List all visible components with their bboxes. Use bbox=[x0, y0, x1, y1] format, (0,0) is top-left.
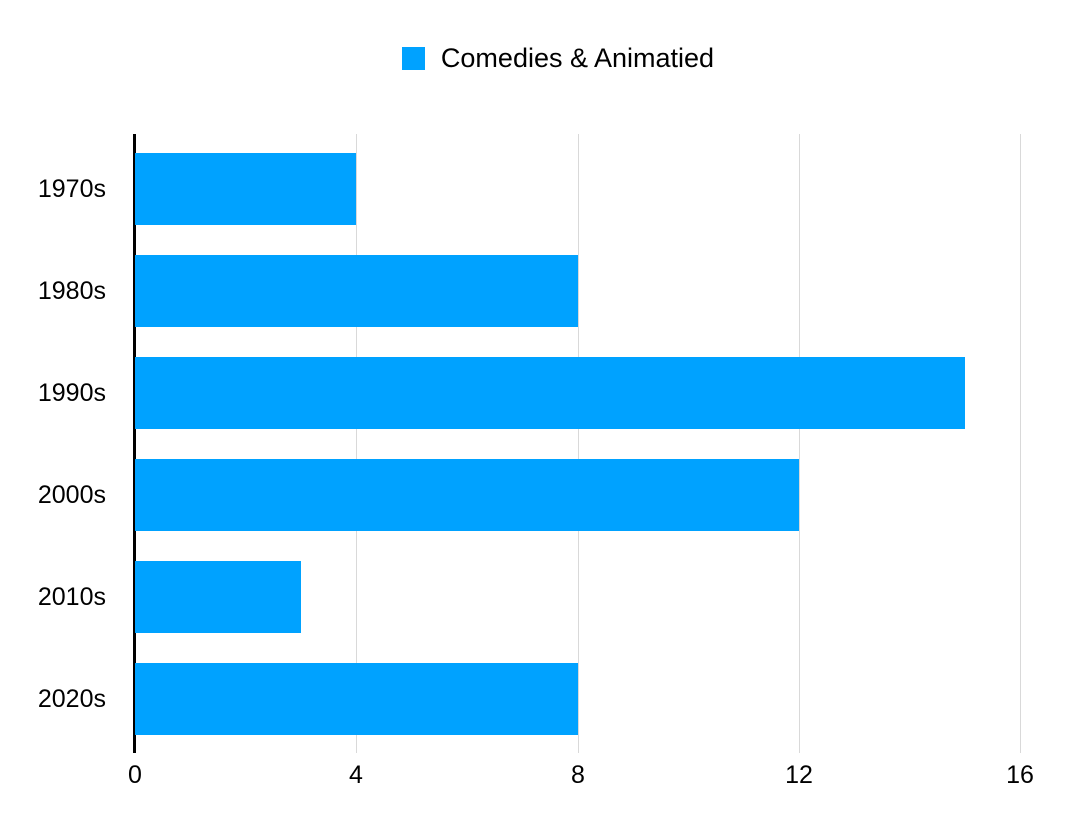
bar-1990s bbox=[135, 357, 965, 429]
x-tick-label-4: 4 bbox=[349, 761, 363, 789]
legend-label: Comedies & Animatied bbox=[440, 43, 715, 73]
gridline-x-4 bbox=[356, 134, 357, 753]
legend-swatch-icon bbox=[401, 47, 425, 71]
legend: Comedies & Animatied bbox=[0, 43, 1086, 74]
x-tick-label-16: 16 bbox=[1006, 761, 1034, 789]
y-tick-label-1990s: 1990s bbox=[37, 379, 106, 407]
x-tick-label-8: 8 bbox=[571, 761, 585, 789]
y-tick-label-1970s: 1970s bbox=[37, 175, 106, 203]
bar-2010s bbox=[135, 561, 301, 633]
gridline-x-12 bbox=[799, 134, 800, 753]
y-tick-label-2010s: 2010s bbox=[37, 583, 106, 611]
bar-1970s bbox=[135, 153, 356, 225]
x-tick-label-0: 0 bbox=[128, 761, 142, 789]
bar-1980s bbox=[135, 255, 578, 327]
x-tick-label-12: 12 bbox=[785, 761, 813, 789]
gridline-x-16 bbox=[1020, 134, 1021, 753]
gridline-x-8 bbox=[578, 134, 579, 753]
y-axis-line bbox=[133, 134, 136, 753]
y-tick-label-1980s: 1980s bbox=[37, 277, 106, 305]
bar-2020s bbox=[135, 663, 578, 735]
y-tick-label-2020s: 2020s bbox=[37, 685, 106, 713]
y-tick-label-2000s: 2000s bbox=[37, 481, 106, 509]
bar-2000s bbox=[135, 459, 799, 531]
